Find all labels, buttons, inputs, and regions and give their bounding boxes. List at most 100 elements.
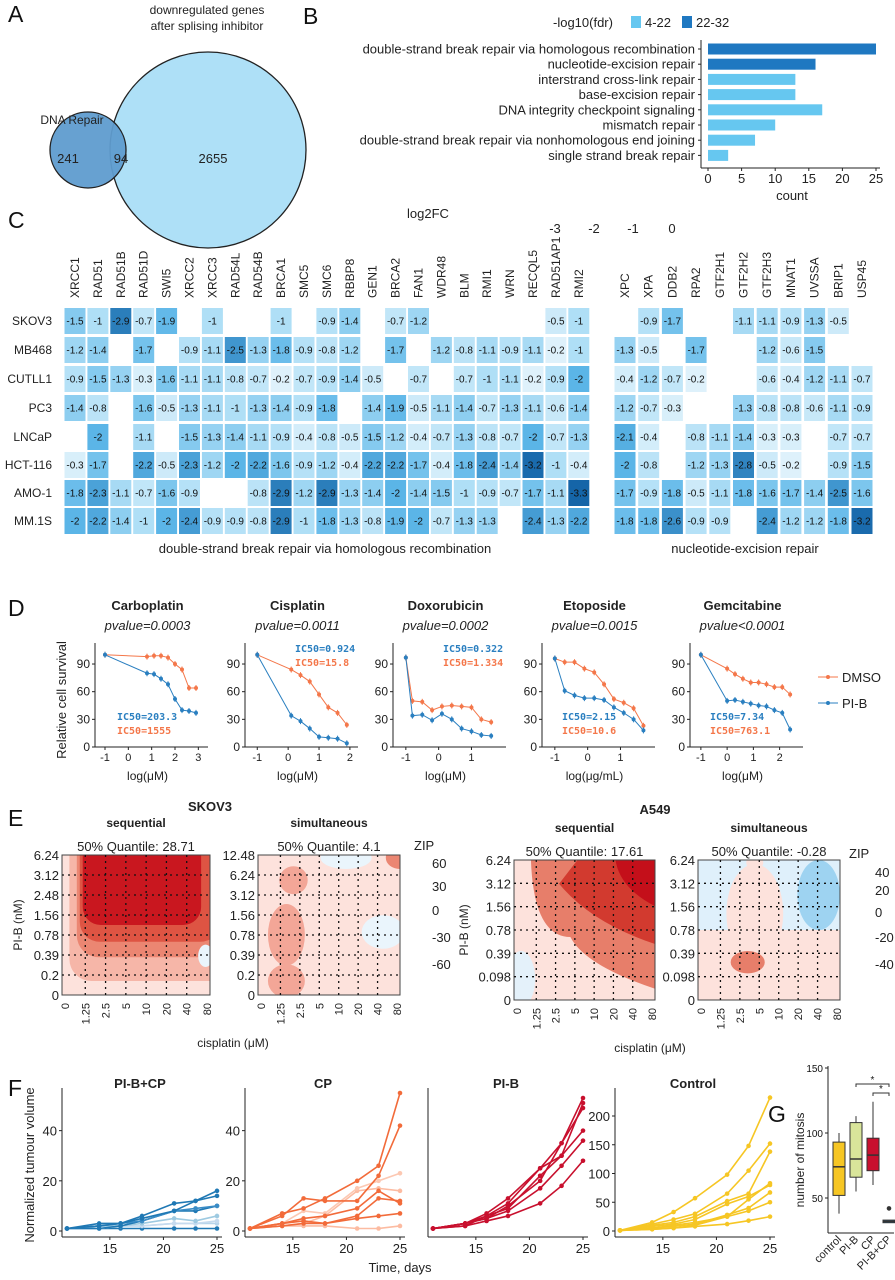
heatmap-cell xyxy=(545,508,567,534)
venn-count: 94 xyxy=(114,151,128,166)
cell-value: -0.8 xyxy=(759,404,777,415)
data-point xyxy=(307,679,312,684)
x-tick-label: PI-B xyxy=(837,1234,861,1258)
data-point xyxy=(298,719,303,724)
cell-value: -2.9 xyxy=(272,517,290,528)
data-point xyxy=(187,709,191,714)
y-tick-label: 60 xyxy=(524,685,538,699)
contour-layers xyxy=(514,860,655,1000)
contour-region xyxy=(797,860,840,930)
y-tick-label: 0 xyxy=(233,740,240,754)
cell-value: -1.2 xyxy=(341,346,359,357)
cell-value: -1.3 xyxy=(456,433,474,444)
panel-label: C xyxy=(8,207,25,233)
cell-value: -1.3 xyxy=(181,404,199,415)
cell-value: -1.1 xyxy=(479,346,497,357)
heatmap-cell xyxy=(804,508,826,534)
heatmap-cell xyxy=(87,308,109,334)
cell-value: -1.2 xyxy=(387,433,405,444)
x-tick-label: 1.25 xyxy=(275,1003,287,1024)
ic50-label: IC50=763.1 xyxy=(710,726,770,737)
y-tick-label: 3.12 xyxy=(670,876,695,891)
heatmap-cell xyxy=(385,508,407,534)
heatmap-cell xyxy=(453,452,475,478)
cell-value: -0.5 xyxy=(640,346,658,357)
legend-swatch xyxy=(682,16,692,28)
legend-tick: -1 xyxy=(627,221,639,236)
column-label: RPA2 xyxy=(689,267,703,298)
cell-value: -2.2 xyxy=(387,461,405,472)
x-tick-label: 20 xyxy=(709,1241,723,1256)
data-point xyxy=(410,698,415,703)
cell-value: -0.7 xyxy=(501,433,519,444)
heatmap-cell xyxy=(133,452,155,478)
cell-value: -1.6 xyxy=(853,489,871,500)
data-point xyxy=(580,1128,586,1133)
y-tick-label: 6.24 xyxy=(34,848,59,863)
cell-value: -0.8 xyxy=(250,489,268,500)
data-point xyxy=(479,733,484,738)
x-tick-label: 1.25 xyxy=(715,1008,727,1029)
x-tick-label: 25 xyxy=(869,171,883,186)
cell-value: -2.5 xyxy=(227,346,245,357)
column-label: SMC5 xyxy=(297,264,311,298)
heatmap-cell xyxy=(133,508,155,534)
x-tick-label: 80 xyxy=(392,1003,404,1015)
series-line xyxy=(554,658,644,727)
cell-value: -2.2 xyxy=(364,461,382,472)
panel-title: Carboplatin xyxy=(111,598,183,613)
contour-region xyxy=(730,951,765,974)
series-line xyxy=(104,654,197,714)
cell-value: -0.7 xyxy=(250,375,268,386)
x-tick-label: 0 xyxy=(125,752,131,764)
heatmap-cell xyxy=(156,508,178,534)
cell-value: -1 xyxy=(208,317,217,328)
heatmap-cell xyxy=(156,395,178,421)
bar-label: DNA integrity checkpoint signaling xyxy=(498,102,695,117)
cell-value: -2 xyxy=(162,517,171,528)
y-tick-label: 0.39 xyxy=(34,948,59,963)
cell-value: -1.3 xyxy=(341,517,359,528)
data-point xyxy=(180,708,184,713)
data-point xyxy=(631,706,636,711)
x-tick-label: 2.5 xyxy=(101,1003,113,1018)
y-tick-label: 200 xyxy=(588,1109,610,1124)
heatmap-cell xyxy=(156,366,178,392)
x-axis-label: count xyxy=(776,188,808,203)
data-point xyxy=(772,708,777,713)
cell-value: -0.9 xyxy=(318,317,336,328)
data-point xyxy=(187,685,191,690)
heatmap-cell xyxy=(733,452,754,478)
panel-title: PI-B xyxy=(493,1076,519,1091)
y-tick-label: 1.56 xyxy=(670,900,695,915)
y-tick-label: 90 xyxy=(227,657,241,671)
data-point xyxy=(420,699,425,704)
heatmap-cell xyxy=(430,508,452,534)
heatmap-cell xyxy=(638,508,660,534)
y-tick-label: 0.2 xyxy=(237,968,255,983)
cell-value: -2 xyxy=(93,433,102,444)
x-tick-label: 15 xyxy=(656,1241,670,1256)
row-label: MB468 xyxy=(14,343,52,357)
legend-swatch xyxy=(631,16,641,28)
heatmap-cell xyxy=(179,395,200,421)
legend-tick: 0 xyxy=(875,905,882,920)
x-tick-label: 25 xyxy=(393,1241,407,1256)
cell-value: -1.4 xyxy=(341,375,359,386)
cell-value: -2.2 xyxy=(135,461,153,472)
cell-value: -1.7 xyxy=(687,346,705,357)
cell-value: -0.7 xyxy=(410,375,428,386)
column-label: RMI1 xyxy=(480,269,494,298)
data-point xyxy=(611,705,616,710)
y-tick-label: 0 xyxy=(678,740,685,754)
heatmap-cell xyxy=(385,337,407,363)
x-tick-label: 2.5 xyxy=(735,1008,747,1023)
heatmap-cell xyxy=(339,308,361,334)
data-point xyxy=(354,1213,360,1219)
cell-value: -0.6 xyxy=(806,404,824,415)
heatmap-cell xyxy=(522,424,544,450)
significance-label: * xyxy=(871,1075,875,1086)
data-point xyxy=(592,670,597,675)
contour-region xyxy=(82,855,202,925)
